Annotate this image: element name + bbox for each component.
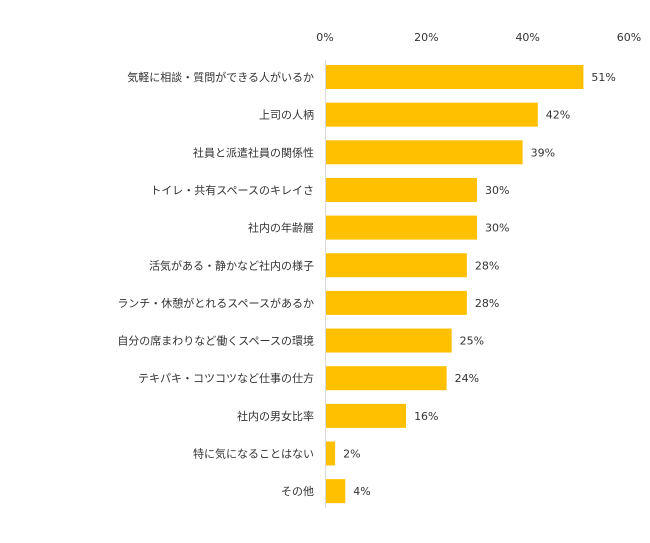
data-label: 30% — [485, 222, 509, 235]
bar — [326, 65, 584, 89]
bar — [326, 441, 336, 466]
category-label: その他 — [281, 485, 314, 498]
bar — [326, 215, 477, 240]
bar — [326, 366, 447, 391]
x-tick-label: 20% — [414, 31, 438, 44]
bar — [326, 102, 538, 127]
bar — [326, 140, 523, 165]
data-label: 16% — [414, 410, 438, 423]
bar — [326, 403, 407, 428]
bar — [326, 177, 477, 202]
category-label: 社員と派遣社員の関係性 — [193, 145, 314, 159]
category-label: 社内の男女比率 — [237, 409, 314, 423]
category-label: テキパキ・コツコツなど仕事の仕方 — [138, 371, 314, 385]
category-label: 社内の年齢層 — [248, 221, 314, 235]
bar — [326, 253, 467, 278]
data-label: 4% — [353, 485, 370, 498]
data-label: 28% — [475, 259, 499, 272]
category-label: ランチ・休憩がとれるスペースがあるか — [117, 296, 314, 310]
bar — [326, 479, 346, 504]
category-label: 特に気になることはない — [193, 447, 314, 461]
bar — [326, 328, 452, 353]
category-label: 上司の人柄 — [259, 109, 314, 122]
x-tick-label: 0% — [316, 31, 333, 44]
data-label: 2% — [343, 448, 360, 461]
category-label: 活気がある・静かなど社内の様子 — [149, 258, 314, 272]
x-tick-label: 60% — [617, 31, 641, 44]
bar — [326, 290, 467, 315]
data-label: 28% — [475, 297, 499, 310]
x-tick-label: 40% — [515, 31, 539, 44]
category-label: 気軽に相談・質問ができる人がいるか — [127, 70, 314, 84]
data-label: 42% — [546, 109, 570, 122]
data-label: 39% — [531, 146, 555, 159]
data-label: 24% — [455, 372, 479, 385]
category-label: トイレ・共有スペースのキレイさ — [150, 183, 314, 197]
data-label: 30% — [485, 184, 509, 197]
data-label: 25% — [460, 335, 484, 348]
category-label: 自分の席まわりなど働くスペースの環境 — [117, 334, 314, 348]
data-label: 51% — [591, 71, 615, 84]
